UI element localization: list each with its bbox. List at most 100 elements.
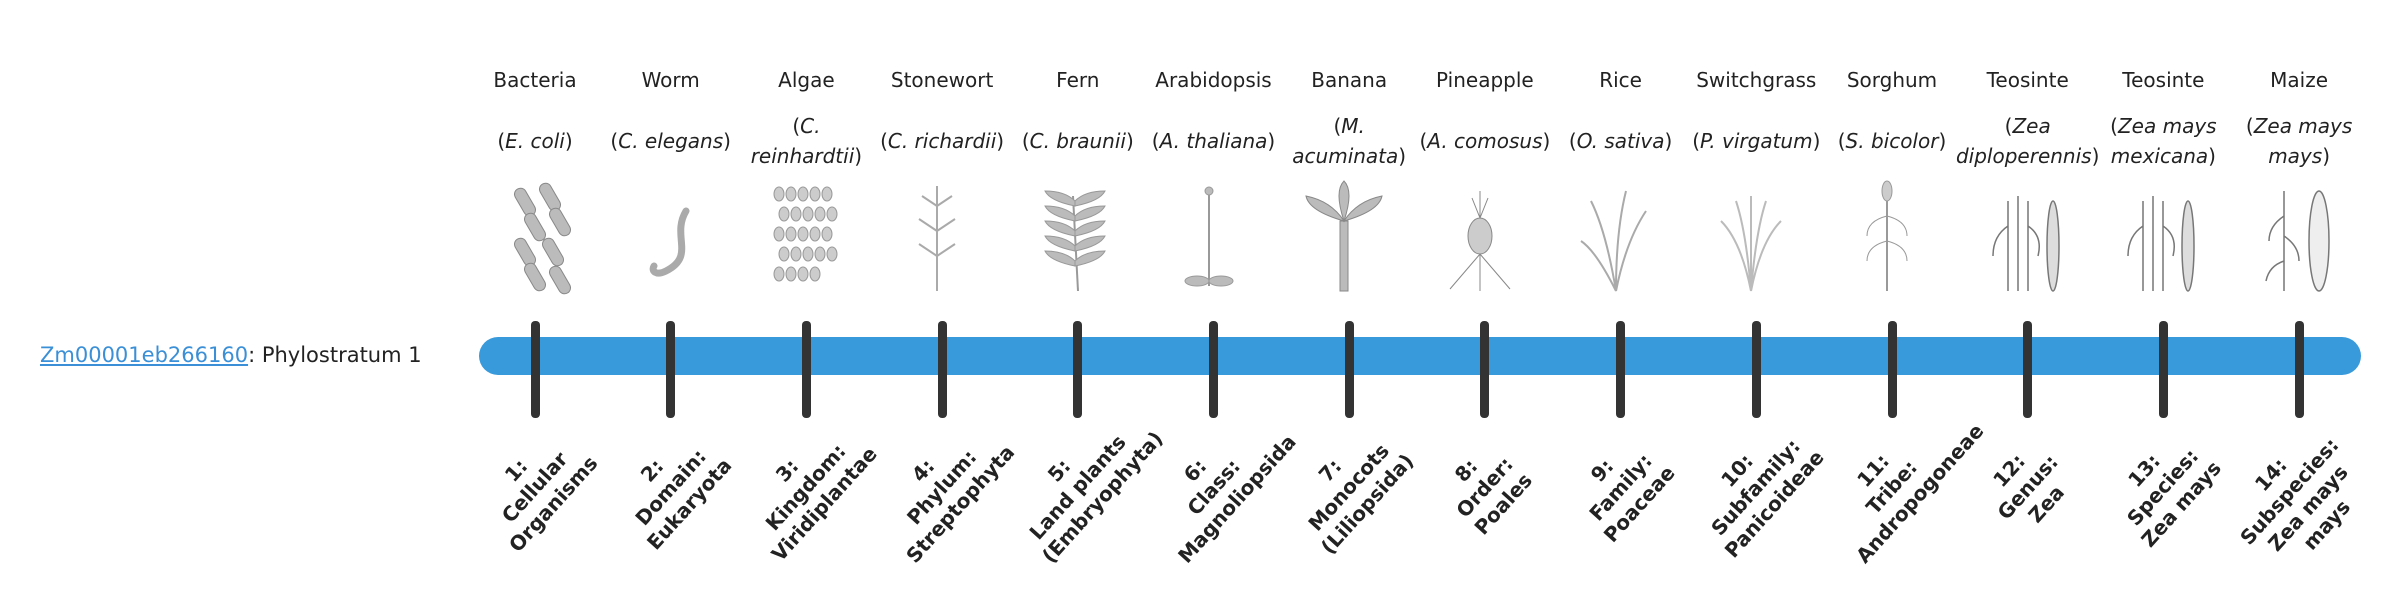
scientific-name-text: (E. coli) [497,129,573,153]
switchgrass-icon [1708,176,1804,296]
scientific-name: (C. reinhardtii) [738,110,874,172]
scientific-name-italic: C. braunii [1029,129,1126,153]
scientific-name-text: (Zea mays mays) [2245,114,2353,168]
phylostratum-label: 1: Cellular Organisms [457,407,613,569]
common-name-arabidopsis: Arabidopsis [1155,68,1272,92]
common-name-teosinte: Teosinte [1986,68,2069,92]
sorghum-icon [1844,176,1940,296]
scientific-name-italic: S. bicolor [1845,129,1939,153]
gene-label: Zm00001eb266160: Phylostratum 1 [40,338,422,372]
phylostratum-label: 3: Kingdom: Viridiplantae [728,407,884,569]
banana-icon [1301,176,1397,296]
scientific-name: (C. richardii) [874,110,1010,172]
scientific-name-italic: A. thaliana [1159,129,1268,153]
scientific-name-text: (O. sativa) [1568,129,1673,153]
scientific-name-italic: Zea diploperennis [1955,114,2092,168]
timeline-tick [1209,321,1218,418]
scientific-name-italic: E. coli [505,129,565,153]
phylostratum-label: 8: Order: Poales [1407,407,1563,569]
phylostratum-label: 7: Monocots (Liliopsida) [1271,407,1427,569]
maize-icon [2251,176,2347,296]
timeline-bar [479,337,2361,375]
scientific-name-italic: C. reinhardtii [750,114,855,168]
scientific-name-text: (Zea diploperennis) [1955,114,2100,168]
timeline-tick [937,321,947,418]
teosinte-icon [2115,176,2211,296]
timeline-tick [1887,321,1897,418]
scientific-name-text: (M. acuminata) [1292,114,1407,168]
scientific-name: (P. virgatum) [1688,110,1824,172]
common-name-banana: Banana [1311,68,1388,92]
scientific-name: (A. thaliana) [1146,110,1282,172]
scientific-name-text: (A. thaliana) [1151,129,1276,153]
scientific-name: (M. acuminata) [1281,110,1417,172]
worm-icon [623,176,719,296]
common-name-teosinte: Teosinte [2122,68,2205,92]
scientific-name-text: (C. reinhardtii) [750,114,863,168]
scientific-name-text: (C. richardii) [880,129,1005,153]
pineapple-icon [1437,176,1533,296]
timeline-tick [530,321,540,418]
scientific-name-italic: Zea mays mays [2253,114,2353,168]
phylostratum-label: 6: Class: Magnoliopsida [1135,407,1301,569]
fern-icon [1030,176,1126,296]
scientific-name: (O. sativa) [1553,110,1689,172]
scientific-name: (A. comosus) [1417,110,1553,172]
phylostratum-label: 11: Tribe: Andropogoneae [1814,407,1988,569]
arabidopsis-icon [1166,176,1262,296]
scientific-name-text: (C. elegans) [610,129,731,153]
scientific-name-italic: C. elegans [618,129,724,153]
scientific-name-text: (P. virgatum) [1692,129,1821,153]
scientific-name-italic: C. richardii [887,129,997,153]
scientific-name-text: (Zea mays mexicana) [2110,114,2217,168]
timeline-tick [666,321,676,418]
scientific-name: (C. elegans) [603,110,739,172]
rice-icon [1573,176,1669,296]
timeline-tick [1073,321,1083,418]
common-name-sorghum: Sorghum [1846,68,1938,92]
gene-link[interactable]: Zm00001eb266160 [40,343,249,367]
common-name-switchgrass: Switchgrass [1696,68,1817,92]
timeline-tick [1751,321,1761,418]
scientific-name: (Zea mays mays) [2231,110,2367,172]
timeline-tick [801,321,811,418]
scientific-name: (E. coli) [467,110,603,172]
phylostratum-label: 4: Phylum: Streptophyta [864,407,1020,569]
common-name-worm: Worm [641,68,700,92]
scientific-name-italic: M. acuminata [1292,114,1399,168]
scientific-name-italic: Zea mays mexicana [2110,114,2217,168]
algae-icon [758,176,854,296]
scientific-name: (C. braunii) [1010,110,1146,172]
phylostratum-label: 13: Species: Zea mays [2085,407,2241,569]
timeline-tick [1616,321,1626,418]
common-name-fern: Fern [1056,68,1100,92]
timeline-tick [2294,321,2304,418]
common-name-bacteria: Bacteria [493,68,577,92]
phylostratum-label: 10: Subfamily: Panicoideae [1678,407,1834,569]
scientific-name-italic: P. virgatum [1700,129,1813,153]
common-name-algae: Algae [778,68,835,92]
scientific-name-text: (S. bicolor) [1837,129,1947,153]
timeline-tick [1480,321,1490,418]
scientific-name: (Zea mays mexicana) [2095,110,2231,172]
timeline-tick [2158,321,2168,418]
phylostratum-label: 9: Family: Poaceae [1543,407,1699,569]
scientific-name-italic: A. comosus [1427,129,1543,153]
teosinte-icon [1980,176,2076,296]
phylostratum-label: 2: Domain: Eukaryota [593,407,749,569]
scientific-name-text: (A. comosus) [1419,129,1551,153]
stonewort-icon [894,176,990,296]
phylostratum-text: : Phylostratum 1 [248,343,422,367]
scientific-name: (Zea diploperennis) [1956,110,2099,172]
bacteria-icon [487,176,583,296]
scientific-name-italic: O. sativa [1576,129,1665,153]
phylostratum-label: 14: Subspecies: Zea mays mays [2212,411,2387,589]
scientific-name: (S. bicolor) [1824,110,1960,172]
phylostratum-label: 5: Land plants (Embryophyta) [1000,407,1167,569]
common-name-rice: Rice [1599,68,1642,92]
common-name-maize: Maize [2270,68,2329,92]
timeline-tick [1344,321,1354,418]
common-name-pineapple: Pineapple [1436,68,1534,92]
timeline-tick [2023,321,2033,418]
scientific-name-text: (C. braunii) [1021,129,1134,153]
